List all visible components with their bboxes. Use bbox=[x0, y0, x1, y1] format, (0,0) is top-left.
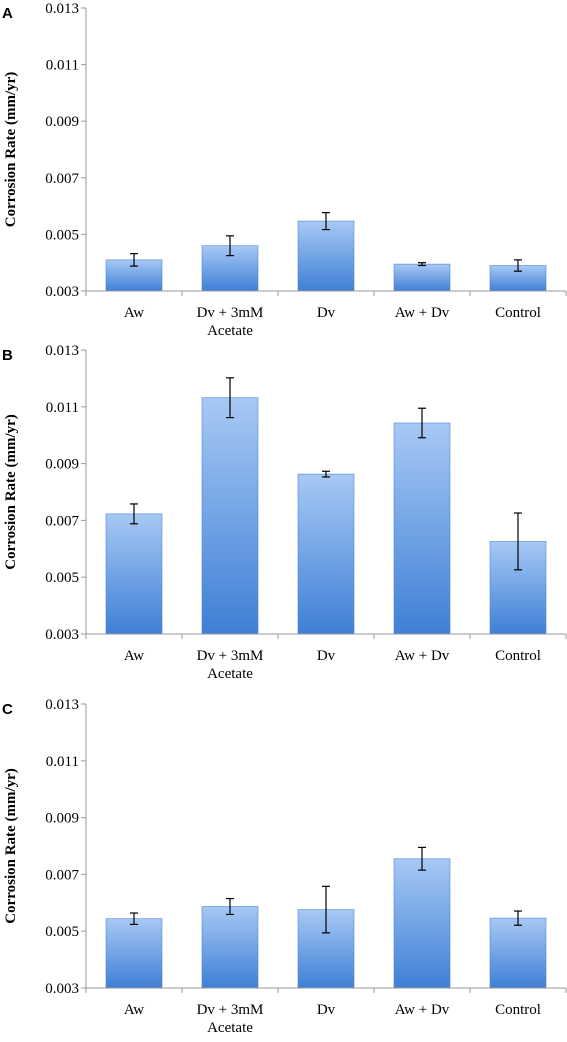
chart-panel-a: A Corrosion Rate (mm/yr) 0.003 0.005 0.007 0.… bbox=[2, 1, 567, 339]
bar bbox=[201, 397, 259, 635]
y-tick-label: 0.009 bbox=[45, 114, 79, 130]
x-tick-label: Aw bbox=[124, 648, 144, 664]
y-axis-title: Corrosion Rate (mm/yr) bbox=[3, 768, 19, 924]
error-bar bbox=[226, 235, 234, 257]
chart-panel-c: C Corrosion Rate (mm/yr) 0.003 0.005 0.007 0.… bbox=[2, 697, 567, 1036]
error-bar bbox=[418, 846, 426, 871]
y-tick-label: 0.005 bbox=[45, 570, 79, 586]
panel-label: C bbox=[2, 701, 13, 718]
y-tick-label: 0.005 bbox=[45, 924, 79, 940]
error-bar bbox=[130, 503, 138, 525]
x-tick-label: Aw + Dv bbox=[395, 1002, 450, 1018]
x-tick-label: Dv bbox=[317, 305, 336, 321]
x-tick-label: Dv + 3mM Acetate bbox=[197, 648, 264, 682]
y-axis-title: Corrosion Rate (mm/yr) bbox=[3, 72, 19, 228]
error-bar bbox=[514, 259, 522, 272]
y-axis-title: Corrosion Rate (mm/yr) bbox=[3, 414, 19, 570]
x-tick-label: Control bbox=[495, 1002, 541, 1018]
y-tick-label: 0.003 bbox=[45, 627, 79, 643]
bar bbox=[297, 220, 355, 292]
y-tick-label: 0.009 bbox=[45, 811, 79, 827]
y-tick-label: 0.013 bbox=[45, 697, 79, 713]
bar bbox=[489, 917, 547, 989]
x-tick-label: Dv bbox=[317, 648, 336, 664]
bar bbox=[105, 918, 163, 989]
x-tick-label: Aw + Dv bbox=[395, 305, 450, 321]
y-tick-label: 0.013 bbox=[45, 343, 79, 359]
bar bbox=[201, 906, 259, 989]
y-tick-label: 0.009 bbox=[45, 457, 79, 473]
x-tick-label: Aw bbox=[124, 305, 144, 321]
y-tick-label: 0.007 bbox=[45, 867, 79, 883]
panel-label: B bbox=[2, 347, 13, 364]
bar bbox=[393, 263, 451, 292]
bar bbox=[393, 858, 451, 989]
error-bar bbox=[514, 910, 522, 926]
error-bar bbox=[514, 512, 522, 571]
y-tick-label: 0.003 bbox=[45, 981, 79, 997]
x-tick-label: Control bbox=[495, 305, 541, 321]
y-tick-label: 0.003 bbox=[45, 284, 79, 300]
y-tick-label: 0.011 bbox=[46, 58, 79, 74]
error-bar bbox=[226, 377, 234, 419]
error-bar bbox=[226, 897, 234, 916]
x-tick-label: Control bbox=[495, 648, 541, 664]
error-bar bbox=[130, 912, 138, 925]
y-tick-label: 0.005 bbox=[45, 227, 79, 243]
panel-label: A bbox=[2, 5, 13, 22]
x-tick-label: Dv + 3mM Acetate bbox=[197, 1002, 264, 1036]
error-bar bbox=[322, 885, 330, 934]
error-bar bbox=[418, 262, 426, 267]
error-bar bbox=[322, 470, 330, 478]
error-bar bbox=[130, 253, 138, 267]
error-bar bbox=[418, 407, 426, 439]
x-tick-label: Aw + Dv bbox=[395, 648, 450, 664]
bar bbox=[105, 513, 163, 635]
error-bar bbox=[322, 212, 330, 231]
y-tick-label: 0.011 bbox=[46, 400, 79, 416]
x-tick-label: Aw bbox=[124, 1002, 144, 1018]
y-tick-label: 0.007 bbox=[45, 171, 79, 187]
y-tick-label: 0.013 bbox=[45, 1, 79, 17]
y-tick-label: 0.007 bbox=[45, 513, 79, 529]
chart-panel-b: B Corrosion Rate (mm/yr) 0.003 0.005 0.007 0.… bbox=[2, 343, 567, 682]
x-tick-label: Dv + 3mM Acetate bbox=[197, 305, 264, 339]
bar bbox=[297, 473, 355, 635]
bar bbox=[393, 422, 451, 635]
x-tick-label: Dv bbox=[317, 1002, 336, 1018]
y-tick-label: 0.011 bbox=[46, 754, 79, 770]
